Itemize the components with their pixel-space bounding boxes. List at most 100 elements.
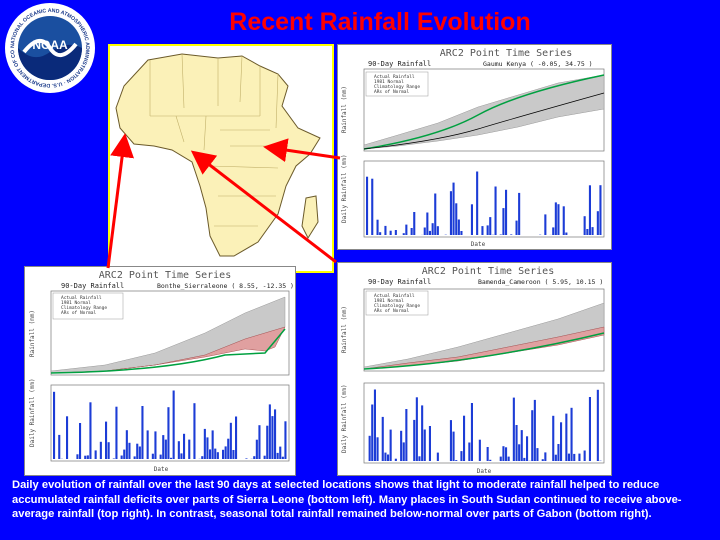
daily-rain-bar: [371, 404, 374, 461]
daily-bars-south-sudan: [366, 171, 602, 235]
arrow-sierra-leone: [106, 133, 135, 269]
daily-rain-bar: [271, 416, 274, 459]
daily-rain-bar: [120, 455, 123, 459]
daily-rain-bar: [402, 233, 405, 235]
daily-rain-bar: [596, 389, 599, 461]
daily-rain-bar: [253, 456, 256, 459]
daily-rain-bar: [552, 227, 555, 235]
legend-item-range: Climatology Range: [374, 84, 420, 90]
daily-rain-bar: [423, 227, 426, 235]
daily-rain-bar: [376, 219, 379, 235]
daily-rain-bar: [418, 456, 421, 461]
daily-rain-bar: [436, 452, 439, 461]
daily-rain-bar: [431, 223, 434, 235]
daily-rain-bar: [53, 391, 56, 459]
daily-rain-bar: [460, 231, 463, 235]
daily-rain-bar: [159, 454, 162, 459]
daily-rain-bar: [136, 443, 139, 459]
daily-rain-bar: [515, 220, 518, 235]
y-axis-label-top: Rainfall (mm): [341, 306, 348, 353]
daily-rain-bar: [387, 454, 390, 461]
daily-rain-bar: [544, 214, 547, 235]
daily-bars-sierra-leone: [53, 390, 287, 459]
daily-rain-bar: [227, 438, 230, 459]
daily-rain-bar: [436, 226, 439, 235]
daily-rain-bar: [371, 178, 374, 235]
daily-rain-bar: [384, 452, 387, 461]
daily-rain-bar: [128, 442, 131, 459]
daily-rain-bar: [206, 437, 209, 459]
daily-rain-bar: [394, 458, 397, 461]
daily-rain-bar: [164, 439, 167, 459]
daily-rain-bar: [468, 442, 471, 461]
daily-rain-bar: [405, 224, 408, 235]
x-axis-label: Date: [471, 241, 486, 248]
daily-rain-bar: [366, 176, 369, 235]
daily-rain-bar: [389, 429, 392, 461]
daily-rain-bar: [478, 439, 481, 461]
daily-rain-bar: [520, 430, 523, 461]
daily-rain-bar: [486, 447, 489, 461]
legend-item-normal: 1981 Normal: [61, 300, 91, 306]
daily-rain-bar: [502, 208, 505, 235]
daily-rain-bar: [515, 425, 518, 461]
daily-rain-bar: [79, 423, 82, 459]
daily-rain-bar: [255, 439, 258, 459]
daily-rain-bar: [154, 431, 157, 459]
daily-rain-bar: [214, 448, 217, 459]
daily-rain-bar: [541, 459, 544, 461]
daily-rain-bar: [557, 204, 560, 235]
daily-rain-bar: [141, 406, 144, 459]
daily-rain-bar: [505, 189, 508, 235]
daily-rain-bar: [180, 453, 183, 459]
daily-rain-bar: [494, 186, 497, 235]
panel-subtitle-right: Bamenda_Cameroon ( 5.95, 10.15 ): [478, 278, 603, 286]
daily-rain-bar: [151, 453, 154, 459]
daily-rain-bar: [599, 185, 602, 235]
daily-rain-bar: [449, 191, 452, 235]
daily-rain-bar: [536, 448, 539, 461]
daily-rain-bar: [489, 217, 492, 235]
daily-rain-bar: [586, 229, 589, 235]
daily-rain-bar: [389, 230, 392, 235]
panel-header: ARC2 Point Time Series: [422, 266, 554, 277]
arrow-cameroon: [190, 150, 337, 264]
daily-rain-bar: [413, 212, 416, 235]
daily-rain-bar: [268, 404, 271, 459]
daily-rain-bar: [58, 434, 61, 459]
daily-rain-bar: [172, 390, 175, 459]
noaa-logo: NOAA NATIONAL OCEANIC AND ATMOSPHERIC AD…: [4, 2, 95, 93]
daily-rain-bar: [216, 452, 219, 459]
y-axis-label-top: Rainfall (mm): [29, 310, 36, 357]
panel-header: ARC2 Point Time Series: [99, 270, 231, 281]
daily-rain-bar: [583, 216, 586, 235]
x-axis-label: Date: [477, 468, 492, 475]
y-axis-label-bottom: Daily Rainfall (mm): [341, 384, 348, 453]
daily-rain-bar: [507, 456, 510, 461]
daily-rain-bar: [460, 451, 463, 461]
daily-rain-bar: [452, 431, 455, 461]
daily-rain-bar: [523, 457, 526, 461]
daily-rain-bar: [518, 192, 521, 235]
daily-rain-bar: [177, 441, 180, 459]
legend-item-actual: Actual Rainfall: [374, 293, 415, 299]
daily-rain-bar: [463, 415, 466, 461]
daily-rain-bar: [89, 402, 92, 459]
daily-rain-bar: [554, 454, 557, 461]
daily-rain-bar: [284, 421, 287, 459]
chart-panel-sierra-leone: ARC2 Point Time Series 90-Day Rainfall B…: [24, 266, 296, 476]
arrow-south-sudan: [263, 138, 341, 163]
panel-subtitle-right: Gaumu Kenya ( -0.05, 34.75 ): [483, 60, 593, 68]
legend-item-ars: ARs of Normal: [374, 308, 410, 314]
panel-subtitle-left: 90-Day Rainfall: [368, 60, 431, 68]
daily-rain-bar: [76, 454, 79, 459]
daily-rain-bar: [434, 193, 437, 235]
legend-item-ars: ARs of Normal: [374, 89, 410, 95]
daily-rain-bar: [489, 459, 492, 461]
panel-header: ARC2 Point Time Series: [440, 48, 572, 59]
daily-rain-bar: [457, 219, 460, 235]
daily-rain-bar: [423, 429, 426, 461]
logo-text: NOAA: [32, 38, 68, 52]
daily-rain-bar: [573, 453, 576, 461]
